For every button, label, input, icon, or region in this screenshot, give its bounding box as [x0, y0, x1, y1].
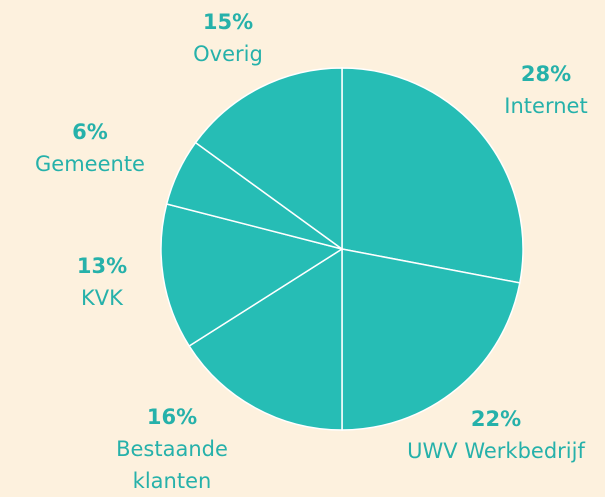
- value-label: 22%: [470, 407, 522, 431]
- pie-slice: [188, 247, 343, 431]
- value-label: 16%: [146, 405, 198, 429]
- category-label: UWV Werkbedrijf: [407, 439, 585, 463]
- category-label: Gemeente: [35, 152, 145, 176]
- slice-label: 22% UWV Werkbedrijf: [366, 403, 605, 467]
- value-label: 28%: [520, 62, 572, 86]
- value-label: 13%: [76, 254, 128, 278]
- slice-label: 16% Bestaande klanten: [97, 401, 247, 497]
- slice-label: 28% Internet: [416, 58, 605, 122]
- slice-label: 6% Gemeente: [0, 116, 220, 180]
- category-label: KVK: [81, 286, 123, 310]
- pie-slice: [194, 67, 343, 251]
- category-label: Internet: [504, 94, 588, 118]
- pie-slice: [341, 67, 524, 284]
- category-label: Overig: [193, 42, 263, 66]
- value-label: 15%: [202, 10, 254, 34]
- pie-slice: [341, 248, 521, 431]
- category-label: Bestaande klanten: [116, 437, 228, 493]
- slice-label: 13% KVK: [0, 250, 232, 314]
- value-label: 6%: [72, 120, 108, 144]
- pie-slice: [160, 203, 344, 348]
- slice-label: 15% Overig: [98, 6, 358, 70]
